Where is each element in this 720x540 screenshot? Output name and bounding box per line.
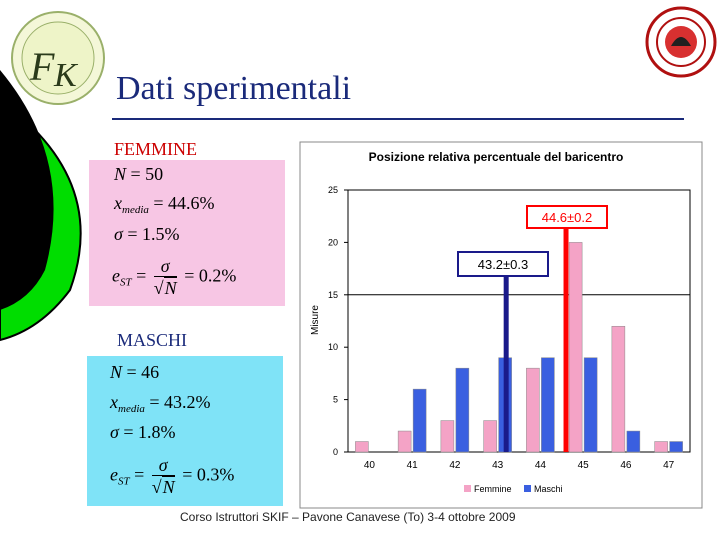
x-tick-label: 40 bbox=[364, 460, 376, 471]
bar-femmine bbox=[526, 367, 540, 453]
bar-femmine bbox=[654, 441, 668, 453]
skif-logo bbox=[645, 6, 717, 78]
femmine-n: N = 50 bbox=[114, 164, 164, 184]
maschi-mean: xmedia = 43.2% bbox=[110, 392, 211, 415]
maschi-label: MASCHI bbox=[117, 330, 188, 350]
bar-maschi bbox=[541, 357, 555, 453]
femmine-sigma: σ = 1.5% bbox=[114, 224, 180, 244]
maschi-stats-box bbox=[87, 356, 283, 506]
x-tick-label: 41 bbox=[407, 460, 419, 471]
femmine-std-error: eST = σ √N = 0.2% bbox=[112, 256, 237, 298]
bar-maschi bbox=[412, 388, 427, 453]
maschi-std-error: eST = σ √N = 0.3% bbox=[110, 455, 235, 497]
annotation-maschi: 43.2±0.3 bbox=[478, 257, 529, 272]
y-axis-label: Misure bbox=[310, 305, 321, 335]
y-tick-label: 10 bbox=[328, 342, 338, 352]
bar-femmine bbox=[611, 325, 626, 453]
y-tick-label: 15 bbox=[328, 290, 338, 300]
femmine-stats-box bbox=[89, 160, 285, 306]
y-tick-label: 25 bbox=[328, 185, 338, 195]
bar-maschi bbox=[455, 367, 470, 453]
x-tick-label: 43 bbox=[492, 460, 504, 471]
y-tick-label: 0 bbox=[333, 447, 338, 457]
x-tick-label: 47 bbox=[663, 460, 675, 471]
femmine-mean: xmedia = 44.6% bbox=[114, 193, 215, 216]
title-rule bbox=[112, 118, 684, 120]
annotation-box-maschi bbox=[457, 251, 549, 277]
plot-area bbox=[347, 189, 691, 453]
bar-femmine bbox=[483, 420, 497, 453]
legend-label-femmine: Femmine bbox=[474, 484, 512, 494]
slide-footer: Corso Istruttori SKIF – Pavone Canavese … bbox=[180, 510, 516, 524]
bar-maschi bbox=[583, 357, 598, 453]
x-tick-label: 42 bbox=[449, 460, 461, 471]
bar-femmine bbox=[568, 242, 583, 453]
chart-title: Posizione relativa percentuale del baric… bbox=[369, 150, 624, 164]
x-tick-label: 45 bbox=[578, 460, 590, 471]
decorative-arcs bbox=[0, 70, 82, 342]
bar-maschi bbox=[669, 441, 683, 453]
annotation-box-femmine bbox=[526, 205, 608, 229]
femmine-label: FEMMINE bbox=[114, 139, 198, 159]
svg-text:K: K bbox=[53, 57, 79, 94]
slide-title: Dati sperimentali bbox=[116, 70, 352, 107]
y-tick-label: 20 bbox=[328, 237, 338, 247]
legend-swatch-femmine bbox=[464, 485, 471, 492]
svg-text:F: F bbox=[29, 44, 55, 89]
bar-maschi bbox=[626, 430, 641, 453]
y-tick-label: 5 bbox=[333, 395, 338, 405]
x-tick-label: 44 bbox=[535, 460, 547, 471]
legend-label-maschi: Maschi bbox=[534, 484, 563, 494]
fk-logo: F K bbox=[11, 11, 105, 105]
bar-femmine bbox=[440, 420, 455, 453]
annotation-femmine: 44.6±0.2 bbox=[542, 210, 593, 225]
bar-femmine bbox=[355, 441, 369, 453]
maschi-n: N = 46 bbox=[110, 362, 160, 382]
x-tick-label: 46 bbox=[620, 460, 632, 471]
bar-femmine bbox=[397, 430, 412, 453]
legend-swatch-maschi bbox=[524, 485, 531, 492]
maschi-sigma: σ = 1.8% bbox=[110, 422, 176, 442]
